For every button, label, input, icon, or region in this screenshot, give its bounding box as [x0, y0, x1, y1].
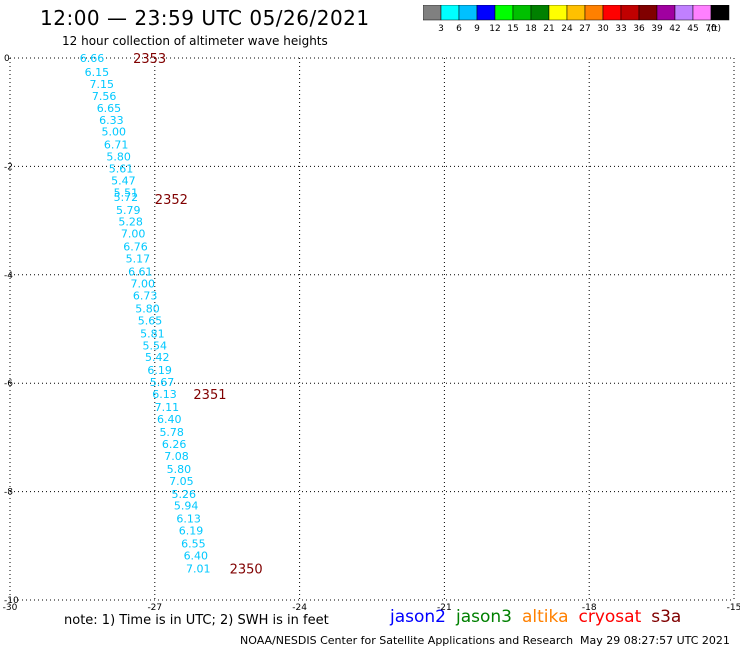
scale-tick-label: 33 [615, 24, 626, 34]
y-tick-label: 0 [4, 54, 10, 64]
wave-height-label: 6.40 [157, 413, 182, 426]
wave-height-label: 5.42 [145, 351, 170, 364]
satellite-legend-item: s3a [651, 607, 682, 627]
wave-height-label: 6.61 [128, 266, 153, 279]
wave-height-label: 5.47 [111, 174, 136, 187]
wave-height-label: 5.17 [126, 253, 151, 266]
wave-height-label: 5.81 [140, 327, 165, 340]
footnote: note: 1) Time is in UTC; 2) SWH is in fe… [64, 613, 329, 628]
scale-tick-label: 18 [525, 24, 537, 34]
wave-height-label: 5.79 [116, 204, 141, 217]
wave-height-label: 6.13 [176, 513, 201, 526]
scale-tick-label: 45 [687, 24, 698, 34]
x-tick-label: -27 [147, 603, 162, 613]
wave-height-label: 7.11 [155, 401, 180, 414]
wave-height-label: 5.72 [114, 191, 139, 204]
wave-height-label: 5.67 [150, 376, 175, 389]
wave-height-label: 5.00 [102, 126, 127, 139]
scale-tick-label: 21 [543, 24, 554, 34]
x-tick-label: -24 [292, 603, 307, 613]
wave-height-label: 6.66 [80, 52, 105, 65]
wave-height-label: 5.51 [114, 186, 139, 199]
wave-height-label: 5.80 [135, 302, 160, 315]
wave-height-label: 6.19 [147, 364, 172, 377]
satellite-legend-item: altika [522, 607, 569, 627]
pass-time-label: 2350 [230, 563, 263, 578]
scale-swatch [710, 5, 730, 21]
satellite-legend-item: jason3 [456, 607, 512, 627]
wave-height-label: 7.01 [186, 563, 211, 576]
scale-tick-label: 36 [633, 24, 645, 34]
chart-subtitle: 12 hour collection of altimeter wave hei… [62, 34, 328, 48]
wave-height-label: 5.80 [167, 463, 192, 476]
scale-tick-label: 39 [651, 24, 663, 34]
x-tick-label: -15 [727, 603, 740, 613]
wave-height-label: 5.26 [172, 488, 197, 501]
scale-tick-label: 3 [438, 24, 444, 34]
wave-height-label: 5.54 [143, 339, 168, 352]
generated-timestamp: May 29 08:27:57 UTC 2021 [580, 634, 730, 647]
satellite-legend: jason2 jason3 altika cryosat s3a [390, 607, 691, 627]
wave-height-label: 6.40 [184, 550, 209, 563]
x-tick-label: -18 [582, 603, 597, 613]
wave-height-label: 5.78 [159, 426, 184, 439]
y-tick-label: -8 [4, 488, 13, 498]
scale-tick-label: 24 [561, 24, 573, 34]
wave-height-label: 7.00 [130, 277, 155, 290]
wave-height-label: 6.13 [152, 388, 177, 401]
wave-height-label: 6.71 [104, 139, 129, 152]
y-tick-label: -10 [4, 596, 19, 606]
wave-height-label: 6.55 [181, 538, 206, 551]
chart-title: 12:00 — 23:59 UTC 05/26/2021 [40, 6, 370, 30]
pass-time-label: 2353 [133, 52, 166, 67]
scale-tick-label: 9 [474, 24, 480, 34]
wave-height-label: 6.73 [133, 289, 158, 302]
scale-tick-label: 70 [705, 24, 717, 34]
scale-unit-label: (ft) [707, 24, 721, 34]
wave-height-label: 5.65 [138, 314, 163, 327]
wave-height-label: 6.76 [123, 241, 148, 254]
wave-height-label: 5.28 [118, 216, 143, 229]
wave-height-label: 6.26 [162, 438, 187, 451]
scale-tick-label: 12 [489, 24, 500, 34]
scale-tick-label: 42 [669, 24, 680, 34]
scale-tick-label: 27 [579, 24, 590, 34]
scale-tick-label: 6 [456, 24, 462, 34]
credit-line: NOAA/NESDIS Center for Satellite Applica… [240, 634, 574, 647]
scale-tick-label: 30 [597, 24, 609, 34]
y-tick-label: -6 [4, 379, 13, 389]
satellite-legend-item: jason2 [390, 607, 446, 627]
color-scale-legend: 3 6 9 12 15 18 21 24 27 30 33 36 39 42 45 70(ft) [423, 5, 730, 34]
wave-height-label: 6.19 [179, 525, 204, 538]
y-tick-label: -2 [4, 162, 13, 172]
pass-time-label: 2352 [155, 193, 188, 208]
scale-tick-label: 15 [507, 24, 518, 34]
x-tick-label: -30 [3, 603, 18, 613]
wave-height-label: 6.65 [97, 102, 122, 115]
wave-height-label: 5.94 [174, 500, 199, 513]
wave-height-label: 6.33 [99, 114, 124, 127]
wave-height-label: 6.15 [85, 66, 110, 79]
wave-height-label: 5.80 [106, 151, 131, 164]
wave-height-label: 7.00 [121, 228, 146, 241]
x-tick-label: -21 [437, 603, 452, 613]
wave-height-label: 7.05 [169, 475, 194, 488]
wave-height-label: 5.61 [109, 163, 134, 176]
wave-height-label: 7.08 [164, 450, 189, 463]
wave-height-label: 7.56 [92, 90, 117, 103]
y-tick-label: -4 [4, 271, 13, 281]
satellite-legend-item: cryosat [578, 607, 642, 627]
pass-time-label: 2351 [193, 388, 226, 403]
wave-height-label: 7.15 [89, 78, 114, 91]
